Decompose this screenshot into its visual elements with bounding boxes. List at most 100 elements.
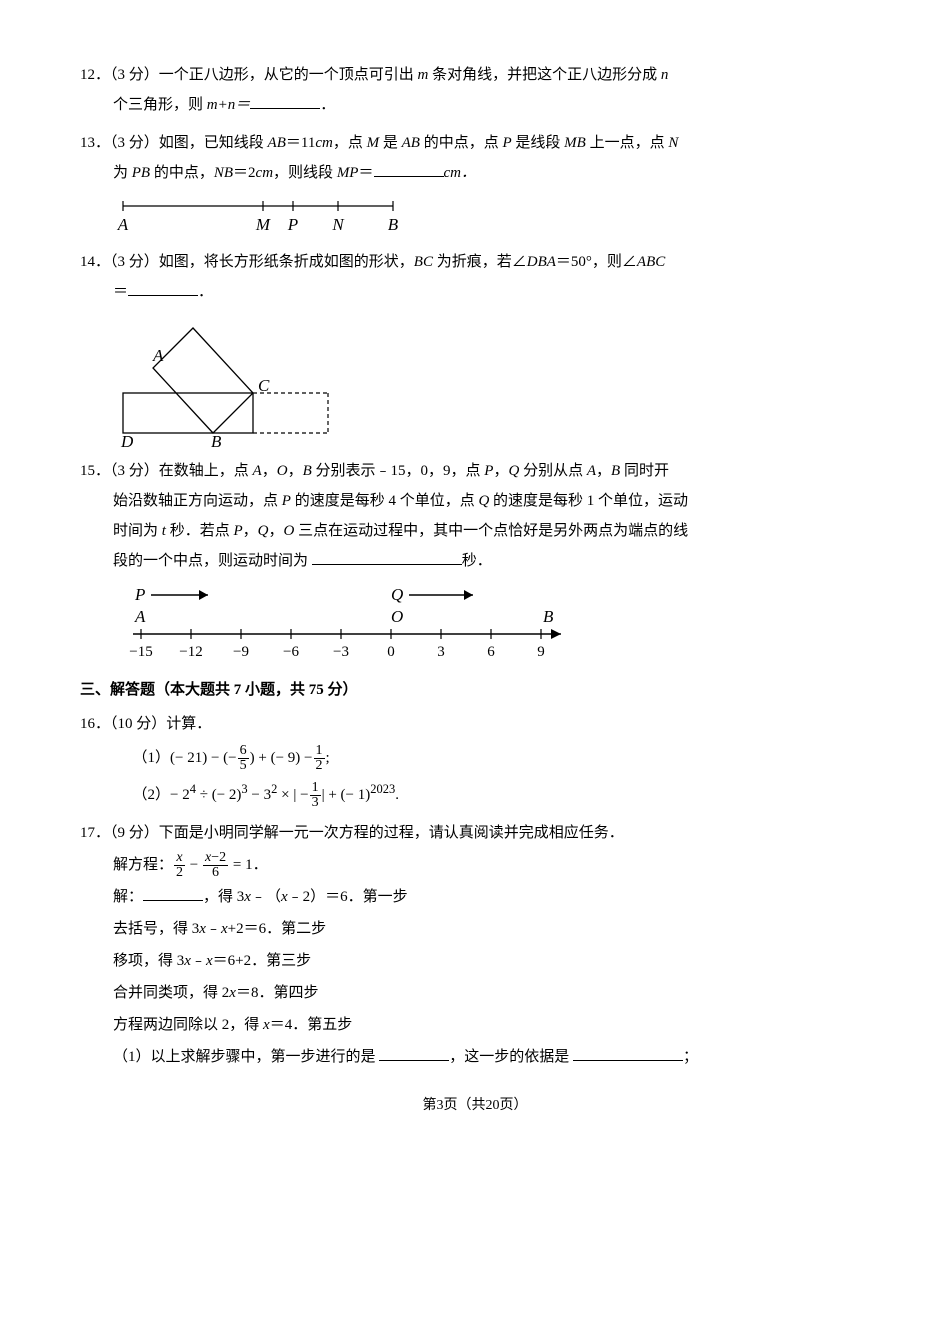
- q13-M: M: [367, 135, 380, 151]
- q15-O: O: [277, 463, 288, 479]
- q14-eq1: ＝50°，则∠: [556, 254, 637, 270]
- q17-s1c: ﹣（: [251, 889, 281, 905]
- q16-pts: （10 分）: [110, 716, 166, 732]
- q17-s4a: 合并同类项，得 2: [113, 985, 229, 1001]
- q17-eq: 解方程：x2 − x−26 = 1．: [80, 850, 870, 880]
- q13-t5: 是线段: [512, 135, 565, 151]
- q15-figure: P Q A O B −15 −12 −9 −6 −3: [113, 582, 573, 667]
- q13-t8: 的中点，: [150, 165, 214, 181]
- q13-figure: A M P N B: [113, 194, 413, 239]
- q15-tick-5: 0: [387, 644, 395, 660]
- q17-s2a: 去括号，得 3: [113, 921, 199, 937]
- q14-fig-C: C: [258, 376, 270, 395]
- q17-s3c: ＝6+2．第三步: [213, 953, 311, 969]
- footer-t: 20: [486, 1098, 500, 1113]
- q12-t1: 一个正八边形，从它的一个顶点可引出: [159, 67, 418, 83]
- q13-num: 13．: [80, 135, 110, 151]
- q15-P2: P: [282, 493, 291, 509]
- q13-t4: 的中点，点: [420, 135, 503, 151]
- q14-eq2: ＝: [113, 284, 128, 300]
- footer-c: 页）: [500, 1098, 528, 1113]
- q17-s3a: 移项，得 3: [113, 953, 184, 969]
- q13-eq1: ＝11: [286, 135, 315, 151]
- question-13: 13．（3 分）如图，已知线段 AB＝11cm，点 M 是 AB 的中点，点 P…: [80, 128, 870, 239]
- q15-fig-A: A: [134, 607, 146, 626]
- q14-blank: [128, 280, 198, 296]
- q13-t9: ，则线段: [273, 165, 337, 181]
- section-3-heading: 三、解答题（本大题共 7 小题，共 75 分）: [80, 675, 870, 705]
- q14-t1: 如图，将长方形纸条折成如图的形状，: [159, 254, 414, 270]
- q12-n: n: [661, 67, 669, 83]
- question-16: 16．（10 分）计算． （1）(− 21) − (−65) + (− 9) −…: [80, 709, 870, 810]
- q13-mb: MB: [564, 135, 586, 151]
- q15-O2: O: [284, 523, 295, 539]
- q12-body: 个三角形，则 m+n＝．: [80, 90, 870, 120]
- q17-s3b: ﹣: [191, 953, 206, 969]
- q15-tick-7: 6: [487, 644, 495, 660]
- question-12: 12．（3 分）一个正八边形，从它的一个顶点可引出 m 条对角线，并把这个正八边…: [80, 60, 870, 120]
- q13-fig-A: A: [117, 215, 129, 234]
- q15-B: B: [303, 463, 312, 479]
- q15-Q2: Q: [478, 493, 489, 509]
- q15-A2: A: [587, 463, 596, 479]
- q17-step5: 方程两边同除以 2，得 x＝4．第五步: [80, 1010, 870, 1040]
- q15-A: A: [253, 463, 262, 479]
- q17-s5a: 方程两边同除以 2，得: [113, 1017, 263, 1033]
- q15-l3a: 时间为: [113, 523, 162, 539]
- q17-sub1a: （1）以上求解步骤中，第一步进行的是: [113, 1049, 379, 1065]
- q17-sub1: （1）以上求解步骤中，第一步进行的是 ，这一步的依据是 ；: [80, 1042, 870, 1072]
- q15-t1: 在数轴上，点: [159, 463, 253, 479]
- q17-s1b: ，得 3: [203, 889, 244, 905]
- q17-x8: x: [263, 1017, 270, 1033]
- q16-num: 16．: [80, 716, 110, 732]
- q15-B2: B: [611, 463, 620, 479]
- q15-tick-4: −3: [333, 644, 349, 660]
- page-footer: 第3页（共20页）: [80, 1092, 870, 1120]
- q15-tick-2: −9: [233, 644, 249, 660]
- q14-fig-D: D: [120, 432, 134, 448]
- q13-mp: MP: [337, 165, 359, 181]
- q14-abc: ABC: [637, 254, 665, 270]
- q15-fig-O: O: [391, 607, 403, 626]
- q12-expr: m+n＝: [207, 97, 250, 113]
- q17-s2b: ﹣: [206, 921, 221, 937]
- q15-tick-8: 9: [537, 644, 545, 660]
- question-14: 14．（3 分）如图，将长方形纸条折成如图的形状，BC 为折痕，若∠DBA＝50…: [80, 247, 870, 448]
- q17-s1d: ﹣2）＝6．第一步: [288, 889, 408, 905]
- q14-bc: BC: [414, 254, 433, 270]
- q16-p1-label: （1）: [133, 750, 171, 766]
- q17-x1: x: [244, 889, 251, 905]
- q15-body: 始沿数轴正方向运动，点 P 的速度是每秒 4 个单位，点 Q 的速度是每秒 1 …: [80, 486, 870, 576]
- q14-dba: DBA: [527, 254, 556, 270]
- q17-s4b: ＝8．第四步: [236, 985, 319, 1001]
- q14-num: 14．: [80, 254, 110, 270]
- q12-num: 12．: [80, 67, 110, 83]
- q13-t7: 为: [113, 165, 132, 181]
- q13-t1: 如图，已知线段: [159, 135, 268, 151]
- q14-fig-A: A: [152, 346, 164, 365]
- q17-x2: x: [281, 889, 288, 905]
- q15-tick-0: −15: [129, 644, 152, 660]
- q17-blank1: [143, 885, 203, 901]
- q13-fig-B: B: [388, 215, 399, 234]
- q17-x6: x: [206, 953, 213, 969]
- q16-title: 计算．: [166, 716, 211, 732]
- q17-step4: 合并同类项，得 2x＝8．第四步: [80, 978, 870, 1008]
- q13-cm2: cm: [256, 165, 274, 181]
- q17-x7: x: [229, 985, 236, 1001]
- q14-fig-B: B: [211, 432, 222, 448]
- q13-t2: ，点: [333, 135, 367, 151]
- q13-cm1: cm: [315, 135, 333, 151]
- q17-eqr: = 1．: [229, 857, 267, 873]
- q13-eq2: ＝2: [233, 165, 256, 181]
- q15-tick-3: −6: [283, 644, 299, 660]
- q17-x4: x: [221, 921, 228, 937]
- q13-ab2: AB: [402, 135, 420, 151]
- q17-pts: （9 分）: [110, 825, 159, 841]
- q13-fig-P: P: [287, 215, 298, 234]
- q13-fig-M: M: [255, 215, 271, 234]
- q15-l2b: 的速度是每秒 4 个单位，点: [291, 493, 479, 509]
- q17-step2: 去括号，得 3x﹣x+2＝6．第二步: [80, 914, 870, 944]
- footer-p: 3: [437, 1098, 444, 1113]
- q15-tick-6: 3: [437, 644, 445, 660]
